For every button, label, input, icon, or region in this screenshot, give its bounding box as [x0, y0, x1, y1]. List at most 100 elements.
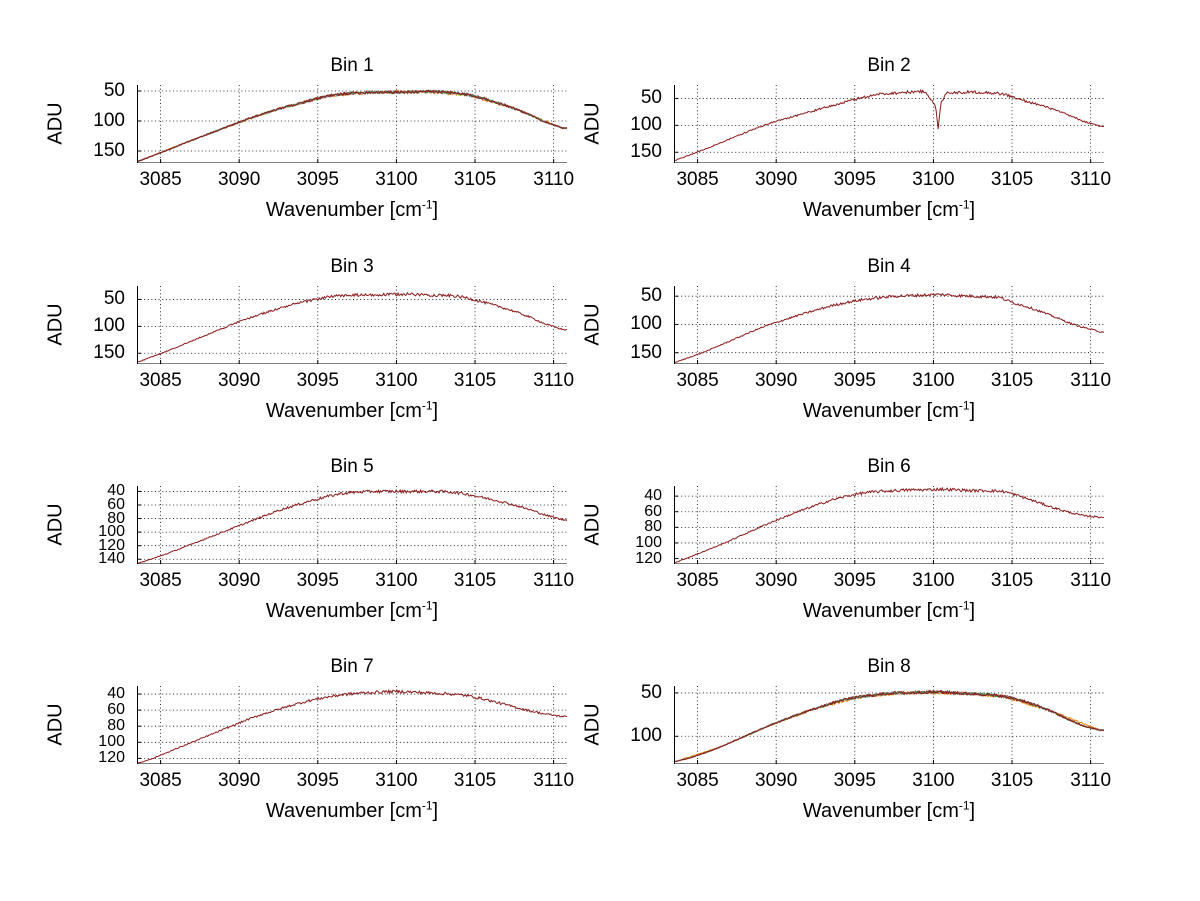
x-axis-label-text: Wavenumber [cm — [802, 600, 959, 622]
x-axis-label-exponent: -1 — [958, 197, 970, 212]
subplot-title-bin-7: Bin 7 — [330, 656, 374, 677]
subplot-bin-1: Bin 1 ADU 150 100 50 3085 3090 3095 3100 3105 3110… — [0, 55, 575, 263]
y-tick-label: 40 — [107, 685, 125, 703]
data-series-spectrum-b — [674, 690, 1104, 763]
x-tick-label: 3105 — [453, 169, 497, 190]
plot-area-bin-5 — [137, 486, 567, 564]
x-tick-label: 3110 — [533, 570, 575, 591]
axis-lines — [674, 85, 1104, 163]
subplot-title-bin-3: Bin 3 — [330, 256, 374, 277]
subplot-bin-8: Bin 8 ADU 100 50 3085 3090 3095 3100 3105 3110 Wav… — [537, 656, 1112, 864]
x-tick-label: 3090 — [755, 570, 798, 591]
x-axis-label-text: Wavenumber [cm — [802, 199, 959, 221]
plot-area-bin-7 — [137, 686, 567, 764]
subplot-title-bin-2: Bin 2 — [867, 55, 911, 76]
data-series-spectrum-b — [137, 89, 567, 162]
x-axis-label-bin-1: Wavenumber [cm-1] — [137, 197, 567, 222]
y-tick-label: 50 — [640, 87, 662, 109]
x-axis-label-tail: ] — [969, 800, 976, 822]
y-tick-label: 80 — [107, 509, 125, 527]
axis-lines — [137, 486, 567, 564]
subplot-title-bin-1: Bin 1 — [330, 55, 374, 76]
data-series-overlay — [137, 89, 567, 162]
x-tick-label: 3095 — [833, 169, 876, 190]
y-tick-label: 50 — [640, 681, 662, 703]
x-tick-label: 3110 — [1070, 169, 1112, 190]
x-tick-label: 3100 — [912, 370, 955, 391]
x-tick-label: 3100 — [912, 770, 955, 791]
x-tick-label: 3110 — [533, 169, 575, 190]
y-tick-label: 100 — [93, 315, 125, 337]
x-tick-label: 3085 — [139, 370, 182, 391]
x-tick-label: 3090 — [755, 370, 798, 391]
x-tick-label: 3090 — [218, 169, 261, 190]
x-tick-label: 3100 — [375, 370, 418, 391]
x-tick-label: 3100 — [375, 770, 418, 791]
x-axis-label-tail: ] — [969, 600, 976, 622]
y-tick-label: 100 — [98, 523, 125, 541]
y-tick-label: 150 — [93, 342, 125, 364]
x-tick-label: 3100 — [912, 570, 955, 591]
x-axis-label-bin-2: Wavenumber [cm-1] — [674, 197, 1104, 222]
x-tick-label: 3085 — [676, 370, 719, 391]
x-axis-label-exponent: -1 — [958, 798, 970, 813]
y-tick-label: 150 — [630, 341, 662, 363]
data-series-overlay — [137, 89, 567, 162]
data-series-spectrum-a — [137, 89, 567, 162]
x-axis-label-exponent: -1 — [421, 598, 433, 613]
x-tick-label: 3085 — [676, 770, 719, 791]
x-axis-label-bin-7: Wavenumber [cm-1] — [137, 799, 567, 823]
y-tick-label: 100 — [630, 313, 662, 335]
x-tick-label: 3105 — [990, 770, 1034, 791]
y-tick-label: 80 — [644, 518, 662, 536]
x-tick-label: 3110 — [1070, 770, 1112, 791]
x-tick-label: 3110 — [1070, 370, 1112, 391]
x-axis-label-exponent: -1 — [421, 197, 433, 212]
x-tick-label: 3105 — [990, 169, 1034, 190]
subplot-bin-2: Bin 2 ADU 150 100 50 3085 3090 3095 3100 3105 3110… — [537, 55, 1112, 263]
x-axis-label-tail: ] — [432, 199, 439, 221]
x-tick-label: 3100 — [375, 169, 418, 190]
x-axis-label-exponent: -1 — [958, 598, 970, 613]
axis-lines — [674, 286, 1104, 364]
x-tick-label: 3100 — [375, 570, 418, 591]
x-axis-label-exponent: -1 — [958, 398, 970, 413]
x-tick-label: 3095 — [296, 570, 339, 591]
subplot-title-bin-5: Bin 5 — [330, 456, 374, 477]
x-axis-label-text: Wavenumber [cm — [265, 199, 422, 221]
x-axis-label-tail: ] — [432, 600, 439, 622]
x-tick-label: 3085 — [676, 570, 719, 591]
y-tick-label: 140 — [98, 550, 125, 568]
data-series-primary — [137, 89, 567, 162]
y-tick-label: 120 — [635, 549, 662, 567]
y-tick-label: 100 — [635, 533, 662, 551]
x-tick-label: 3085 — [139, 169, 182, 190]
y-tick-label: 50 — [103, 80, 125, 101]
x-tick-label: 3090 — [218, 370, 261, 391]
subplot-title-bin-4: Bin 4 — [867, 256, 911, 277]
x-tick-label: 3090 — [755, 770, 798, 791]
plot-area-bin-8 — [674, 686, 1104, 764]
x-tick-label: 3090 — [755, 169, 798, 190]
x-axis-label-bin-5: Wavenumber [cm-1] — [137, 598, 567, 623]
x-tick-label: 3100 — [912, 169, 955, 190]
x-axis-label-text: Wavenumber [cm — [265, 800, 422, 822]
x-tick-label: 3090 — [218, 770, 261, 791]
data-series-overlay — [674, 689, 1104, 762]
y-tick-label: 120 — [98, 536, 125, 554]
y-tick-label: 150 — [93, 140, 125, 161]
plot-area-bin-3 — [137, 286, 567, 364]
data-series-spectrum-a — [137, 688, 567, 764]
x-tick-label: 3105 — [990, 570, 1034, 591]
subplot-bin-3: Bin 3 ADU 150 100 50 3085 3090 3095 3100 3105 3110… — [0, 256, 575, 464]
y-tick-label: 100 — [93, 110, 125, 131]
x-tick-label: 3110 — [533, 370, 575, 391]
data-series-spectrum-a — [137, 291, 567, 363]
x-tick-label: 3095 — [833, 770, 876, 791]
x-tick-label: 3105 — [453, 370, 497, 391]
y-tick-label: 50 — [640, 285, 662, 307]
x-tick-label: 3095 — [296, 370, 339, 391]
x-axis-label-tail: ] — [432, 800, 439, 822]
y-tick-label: 100 — [630, 114, 662, 136]
x-axis-label-text: Wavenumber [cm — [802, 800, 959, 822]
